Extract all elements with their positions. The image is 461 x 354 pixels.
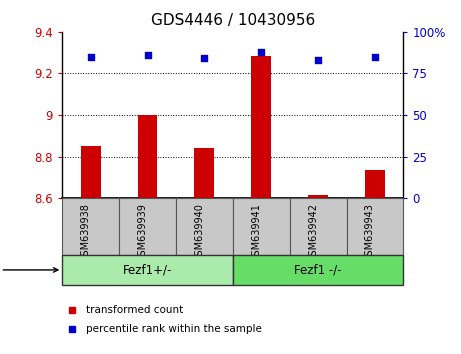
Bar: [137, 115, 158, 198]
Bar: [251, 56, 271, 198]
Text: Fezf1 -/-: Fezf1 -/-: [294, 263, 342, 276]
Point: [314, 57, 322, 63]
Bar: [195, 148, 214, 198]
Bar: [365, 170, 385, 198]
Bar: [347, 198, 403, 255]
Text: transformed count: transformed count: [86, 305, 183, 315]
Text: GSM639942: GSM639942: [308, 203, 318, 262]
Point: [201, 56, 208, 61]
Text: percentile rank within the sample: percentile rank within the sample: [86, 324, 262, 334]
Text: GSM639938: GSM639938: [81, 203, 91, 262]
Bar: [62, 255, 233, 285]
Bar: [62, 198, 119, 255]
Text: GSM639943: GSM639943: [365, 203, 375, 262]
Point: [258, 49, 265, 55]
Text: Fezf1+/-: Fezf1+/-: [123, 263, 172, 276]
Bar: [233, 255, 403, 285]
Text: genotype/variation: genotype/variation: [0, 265, 58, 275]
Point: [87, 54, 95, 59]
Bar: [233, 198, 290, 255]
Bar: [81, 146, 100, 198]
Title: GDS4446 / 10430956: GDS4446 / 10430956: [151, 13, 315, 28]
Bar: [308, 195, 328, 198]
Text: GSM639941: GSM639941: [251, 203, 261, 262]
Bar: [290, 198, 347, 255]
Text: GSM639940: GSM639940: [195, 203, 204, 262]
Bar: [119, 198, 176, 255]
Bar: [176, 198, 233, 255]
Point: [144, 52, 151, 58]
Text: GSM639939: GSM639939: [137, 203, 148, 262]
Point: [371, 54, 378, 59]
